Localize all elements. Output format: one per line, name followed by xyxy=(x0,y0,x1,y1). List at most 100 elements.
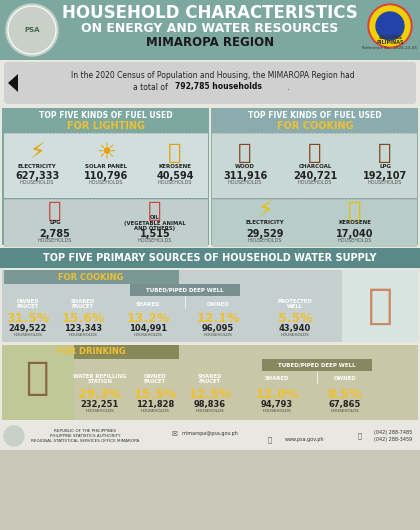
Text: 🌐: 🌐 xyxy=(268,437,272,443)
Text: HOUSEHOLDS: HOUSEHOLDS xyxy=(141,409,169,413)
Circle shape xyxy=(370,6,410,46)
Text: 192,107: 192,107 xyxy=(363,171,407,181)
Bar xyxy=(262,359,372,371)
Text: TOP FIVE PRIMARY SOURCES OF HOUSEHOLD WATER SUPPLY: TOP FIVE PRIMARY SOURCES OF HOUSEHOLD WA… xyxy=(43,253,377,263)
Text: 🧴: 🧴 xyxy=(148,201,162,221)
Text: a total of: a total of xyxy=(133,83,170,92)
Text: 96,095: 96,095 xyxy=(202,324,234,333)
Text: SOLAR PANEL: SOLAR PANEL xyxy=(85,163,127,169)
Text: KEROSENE: KEROSENE xyxy=(339,220,372,225)
Text: ⬛: ⬛ xyxy=(308,143,322,163)
Text: WATER REFILLING
STATION: WATER REFILLING STATION xyxy=(74,374,127,384)
Bar xyxy=(0,0,420,60)
Text: In the 2020 Census of Population and Housing, the MIMAROPA Region had: In the 2020 Census of Population and Hou… xyxy=(71,70,355,80)
Text: 29.3%: 29.3% xyxy=(79,387,122,401)
Text: HOUSEHOLDS: HOUSEHOLDS xyxy=(158,181,192,186)
Text: BAGONG
PILIPINAS: BAGONG PILIPINAS xyxy=(376,35,404,45)
Text: LPG: LPG xyxy=(379,163,391,169)
Text: LPG: LPG xyxy=(49,220,61,225)
Text: 🪵: 🪵 xyxy=(238,143,252,163)
Text: HOUSEHOLDS: HOUSEHOLDS xyxy=(298,181,332,186)
Text: HOUSEHOLDS: HOUSEHOLDS xyxy=(331,409,360,413)
Text: MIMAROPA REGION: MIMAROPA REGION xyxy=(146,36,274,49)
Text: 98,836: 98,836 xyxy=(194,401,226,410)
Circle shape xyxy=(376,12,404,40)
Text: 📞: 📞 xyxy=(358,432,362,439)
Text: 8.5%: 8.5% xyxy=(328,387,362,401)
Text: 123,343: 123,343 xyxy=(64,324,102,333)
Text: OWNED
FAUCET: OWNED FAUCET xyxy=(144,374,166,384)
Text: PSA: PSA xyxy=(24,27,40,33)
Text: SHARED: SHARED xyxy=(265,376,289,382)
Bar xyxy=(4,345,179,359)
Text: ☀: ☀ xyxy=(96,143,116,163)
Text: OWNED: OWNED xyxy=(207,302,229,306)
Bar xyxy=(0,248,420,268)
Text: 311,916: 311,916 xyxy=(223,171,267,181)
Text: TOP FIVE KINDS OF FUEL USED: TOP FIVE KINDS OF FUEL USED xyxy=(248,111,382,120)
Text: HOUSEHOLDS: HOUSEHOLDS xyxy=(248,238,282,243)
Text: OIL
(VEGETABLE ANIMAL
AND OTHERS): OIL (VEGETABLE ANIMAL AND OTHERS) xyxy=(124,215,186,231)
Polygon shape xyxy=(8,74,18,92)
Text: 👩: 👩 xyxy=(368,285,393,327)
Circle shape xyxy=(4,426,24,446)
FancyBboxPatch shape xyxy=(4,62,416,104)
Bar xyxy=(342,270,418,342)
Text: OWNED: OWNED xyxy=(333,376,356,382)
Text: REPUBLIC OF THE PHILIPPINES
PHILIPPINE STATISTICS AUTHORITY
REGIONAL STATISTICAL: REPUBLIC OF THE PHILIPPINES PHILIPPINE S… xyxy=(31,429,139,443)
Text: ON ENERGY AND WATER RESOURCES: ON ENERGY AND WATER RESOURCES xyxy=(81,22,339,34)
Text: 240,721: 240,721 xyxy=(293,171,337,181)
Text: 12.0%: 12.0% xyxy=(255,387,299,401)
Text: HOUSEHOLDS: HOUSEHOLDS xyxy=(196,409,224,413)
Text: 🪣: 🪣 xyxy=(348,201,362,221)
Bar xyxy=(2,270,342,342)
Text: 232,251: 232,251 xyxy=(81,401,119,410)
Text: 🧒: 🧒 xyxy=(25,358,49,396)
Text: 104,991: 104,991 xyxy=(129,324,167,333)
Text: FOR COOKING: FOR COOKING xyxy=(277,121,353,131)
Text: 15.6%: 15.6% xyxy=(61,313,105,325)
Text: SHARED
FAUCET: SHARED FAUCET xyxy=(198,374,222,384)
Text: 627,333: 627,333 xyxy=(15,171,59,181)
Bar xyxy=(2,108,209,245)
Text: HOUSEHOLDS: HOUSEHOLDS xyxy=(13,333,42,337)
Text: 29,529: 29,529 xyxy=(246,229,284,239)
Text: 1,515: 1,515 xyxy=(139,229,171,239)
Text: HOUSEHOLDS: HOUSEHOLDS xyxy=(204,333,232,337)
Text: HOUSEHOLDS: HOUSEHOLDS xyxy=(68,333,97,337)
Text: 792,785 households: 792,785 households xyxy=(175,83,262,92)
Text: HOUSEHOLDS: HOUSEHOLDS xyxy=(20,181,54,186)
Text: 17,040: 17,040 xyxy=(336,229,374,239)
Circle shape xyxy=(6,4,58,56)
Text: FOR DRINKING: FOR DRINKING xyxy=(57,348,126,357)
Circle shape xyxy=(368,4,412,48)
Text: TUBED/PIPED DEEP WELL: TUBED/PIPED DEEP WELL xyxy=(146,287,224,293)
Bar xyxy=(2,345,74,420)
Text: HOUSEHOLDS: HOUSEHOLDS xyxy=(38,238,72,243)
Text: ELECTRICITY: ELECTRICITY xyxy=(246,220,284,225)
Text: ✉: ✉ xyxy=(172,431,178,437)
Text: HOUSEHOLDS: HOUSEHOLDS xyxy=(368,181,402,186)
Text: .: . xyxy=(286,83,289,92)
Text: CHARCOAL: CHARCOAL xyxy=(298,163,332,169)
Text: HOUSEHOLDS: HOUSEHOLDS xyxy=(86,409,114,413)
Text: HOUSEHOLD CHARACTERISTICS: HOUSEHOLD CHARACTERISTICS xyxy=(62,4,358,22)
Bar xyxy=(4,199,208,247)
Bar xyxy=(2,345,418,420)
Text: TOP FIVE KINDS OF FUEL USED: TOP FIVE KINDS OF FUEL USED xyxy=(39,111,173,120)
Text: TUBED/PIPED DEEP WELL: TUBED/PIPED DEEP WELL xyxy=(278,363,356,367)
Text: FOR COOKING: FOR COOKING xyxy=(58,272,123,281)
Bar xyxy=(0,422,420,450)
Text: 15.5%: 15.5% xyxy=(133,387,177,401)
Text: FOR LIGHTING: FOR LIGHTING xyxy=(67,121,145,131)
Text: 🪣: 🪣 xyxy=(48,201,62,221)
Text: OWNED
FAUCET: OWNED FAUCET xyxy=(17,299,39,309)
Text: 13.2%: 13.2% xyxy=(126,313,170,325)
Text: 40,594: 40,594 xyxy=(156,171,194,181)
Text: HOUSEHOLDS: HOUSEHOLDS xyxy=(338,238,372,243)
Text: PROTECTED
WELL: PROTECTED WELL xyxy=(278,299,312,309)
Text: 31.5%: 31.5% xyxy=(6,313,50,325)
Text: 🪣: 🪣 xyxy=(168,143,182,163)
Bar xyxy=(212,133,417,198)
Text: 12.1%: 12.1% xyxy=(196,313,240,325)
